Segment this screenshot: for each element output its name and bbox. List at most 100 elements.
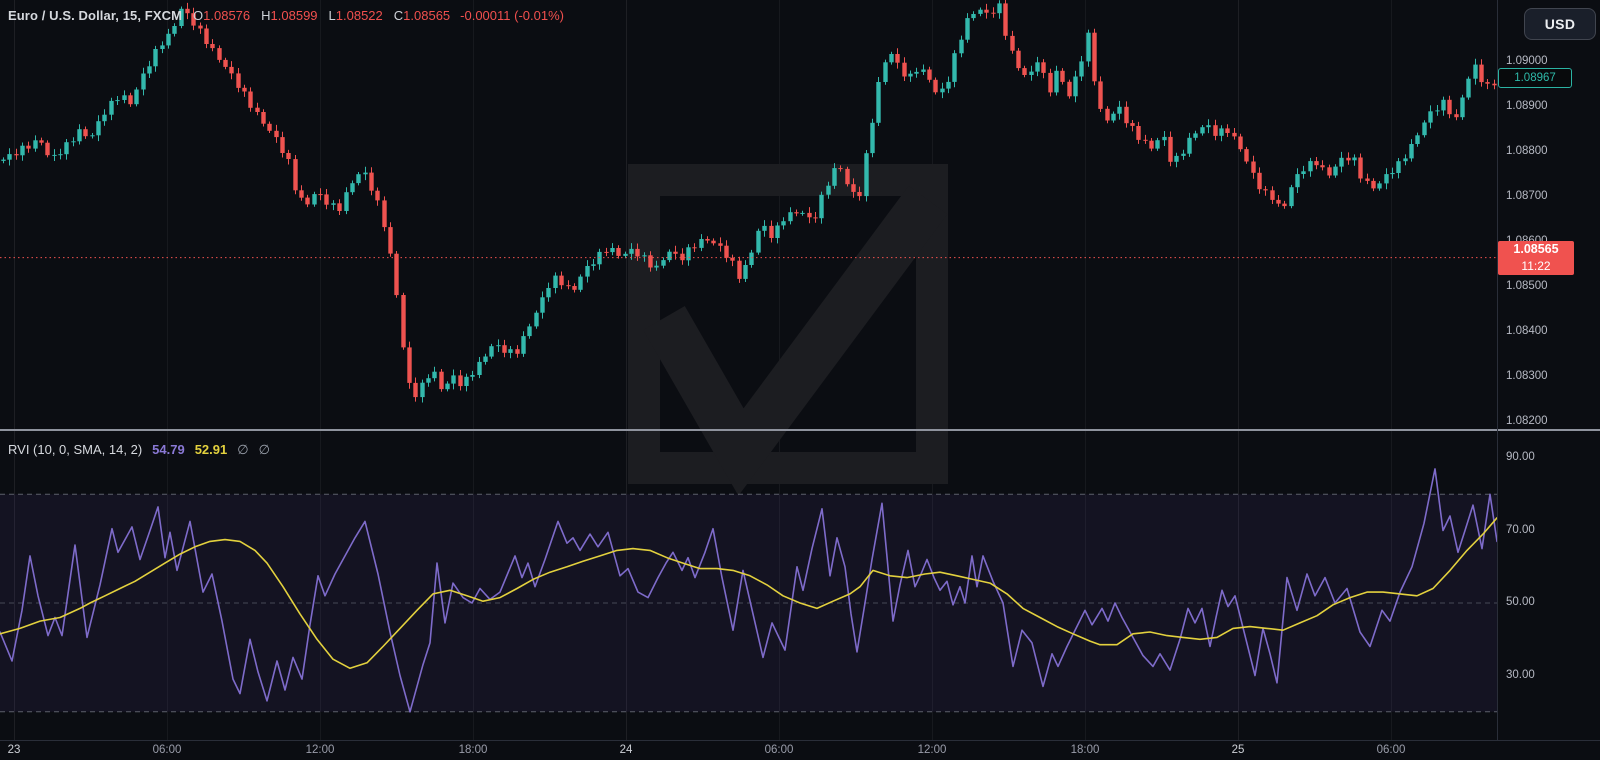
candle-body [1479, 64, 1484, 83]
candle-body [337, 203, 342, 211]
candle-body [933, 79, 938, 93]
candle-body [1117, 106, 1122, 114]
candle-body [788, 212, 793, 222]
candle-body [229, 66, 234, 74]
candle-body [312, 194, 317, 205]
candle-body [382, 200, 387, 228]
candle-body [369, 172, 374, 191]
candle-body [756, 230, 761, 253]
candle-body [527, 326, 532, 337]
candle-body [623, 253, 628, 256]
candle-body [610, 248, 615, 253]
candle-body [96, 121, 101, 136]
candle-body [1396, 161, 1401, 173]
candle-body [305, 197, 310, 205]
price-axis-label: 1.08700 [1506, 190, 1548, 202]
candle-body [185, 8, 190, 14]
rvi-signal-line [0, 516, 1498, 670]
rvi-title[interactable]: RVI (10, 0, SMA, 14, 2) [8, 442, 143, 457]
high-label: H [261, 8, 271, 23]
candle-body [585, 266, 590, 277]
currency-button[interactable]: USD [1524, 8, 1596, 40]
rvi-legend: RVI (10, 0, SMA, 14, 2) 54.79 52.91 ∅ ∅ [8, 442, 270, 458]
candle-body [749, 252, 754, 265]
rvi-line [0, 468, 1498, 713]
candle-body [1225, 128, 1230, 133]
candle-body [255, 107, 260, 112]
candle-body [604, 251, 609, 253]
time-axis-label: 12:00 [917, 744, 947, 756]
candle-body [1415, 135, 1420, 144]
candle-body [1473, 64, 1478, 79]
candle-body [807, 212, 812, 218]
candle-body [458, 375, 463, 387]
candle-body [1029, 71, 1034, 75]
candle-body [122, 95, 127, 100]
bar-countdown: 11:22 [1521, 259, 1551, 273]
candle-body [1447, 99, 1452, 115]
candle-body [508, 349, 513, 353]
candle-body [394, 253, 399, 296]
candle-body [635, 248, 640, 257]
candle-body [1092, 32, 1097, 82]
price-axis-label: 1.08300 [1506, 370, 1548, 382]
candle-body [134, 89, 139, 105]
candle-body [959, 39, 964, 54]
candle-body [1352, 157, 1357, 161]
candle-body [58, 154, 63, 156]
candle-body [172, 26, 177, 34]
candle-body [876, 82, 881, 123]
candle-body [198, 25, 203, 29]
candle-body [153, 49, 158, 67]
candle-body [1276, 199, 1281, 204]
candle-body [1136, 126, 1141, 140]
candle-body [566, 285, 571, 287]
candle-body [1181, 153, 1186, 156]
candle-body [1130, 123, 1135, 126]
low-value: 1.08522 [335, 8, 383, 23]
candle-body [927, 69, 932, 80]
rvi-axis-label: 30.00 [1506, 669, 1535, 681]
change-value: -0.00011 (-0.01%) [460, 8, 564, 23]
candle-body [179, 8, 184, 27]
candle-body [363, 172, 368, 175]
watermark-logo-frame [628, 164, 948, 484]
candle-body [591, 264, 596, 266]
candle-body [1466, 78, 1471, 98]
candle-body [71, 141, 76, 143]
candle-body [902, 62, 907, 77]
candle-body [1346, 157, 1351, 161]
candle-body [1295, 174, 1300, 188]
candle-body [344, 192, 349, 211]
candle-body [248, 91, 253, 108]
candle-body [470, 375, 475, 377]
time-axis[interactable] [0, 741, 1600, 760]
candle-body [534, 312, 539, 327]
candle-body [407, 347, 412, 383]
candle-body [90, 135, 95, 137]
candle-body [1041, 62, 1046, 73]
candle-body [7, 154, 12, 160]
time-axis-label: 24 [619, 744, 633, 756]
candle-body [1435, 110, 1440, 112]
candle-body [578, 276, 583, 290]
candle-body [1441, 99, 1446, 111]
rvi-empty-value-2: ∅ [258, 442, 270, 457]
candle-body [952, 53, 957, 82]
candle-body [1428, 111, 1433, 123]
symbol-title[interactable]: Euro / U.S. Dollar, 15, FXCM [8, 8, 183, 23]
candle-body [77, 129, 82, 142]
candle-body [1162, 136, 1167, 141]
candle-body [895, 54, 900, 63]
candle-body [420, 382, 425, 398]
candle-body [946, 81, 951, 89]
candle-body [1048, 72, 1053, 93]
candle-body [1213, 125, 1218, 136]
candle-body [521, 336, 526, 354]
candle-body [762, 225, 767, 231]
candle-body [819, 194, 824, 219]
close-label: C [393, 8, 404, 23]
candle-body [997, 3, 1002, 14]
candle-body [984, 9, 989, 13]
